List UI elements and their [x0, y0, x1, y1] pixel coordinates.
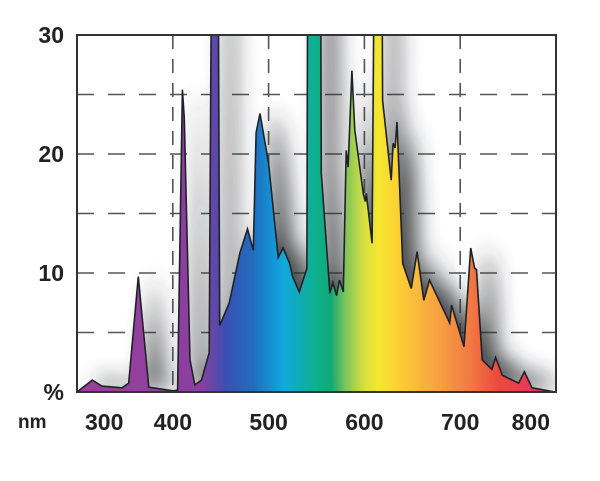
y-axis-unit-label: % — [44, 379, 64, 405]
x-tick-label: 800 — [512, 409, 550, 435]
spectrum-area — [77, 35, 556, 392]
x-tick-label: 400 — [154, 409, 192, 435]
x-tick-label: 600 — [345, 409, 383, 435]
y-tick-label: 20 — [38, 141, 64, 167]
x-tick-label: 300 — [85, 409, 123, 435]
plot-frame — [76, 34, 557, 393]
x-tick-label: 500 — [249, 409, 287, 435]
y-tick-label: 10 — [38, 260, 64, 286]
y-tick-label: 30 — [38, 22, 64, 48]
x-axis-label: nm — [18, 412, 47, 433]
x-tick-label: 700 — [441, 409, 479, 435]
